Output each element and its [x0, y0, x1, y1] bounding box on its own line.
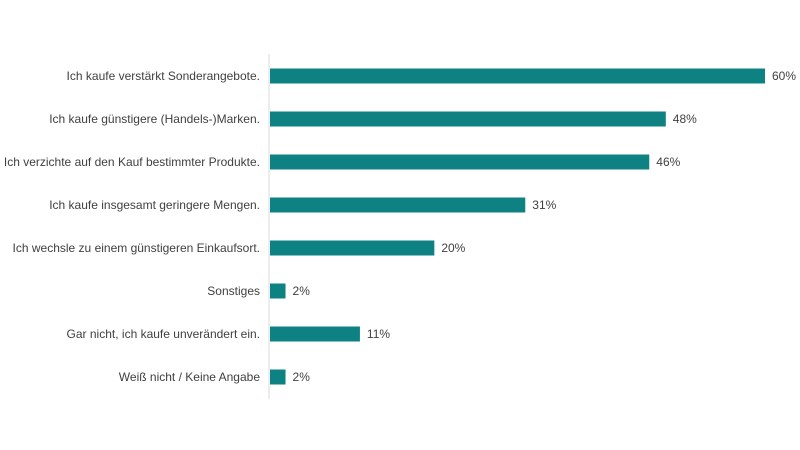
bar [270, 154, 650, 170]
category-label: Ich kaufe insgesamt geringere Mengen. [49, 198, 260, 212]
bar [270, 68, 765, 84]
bars-group: Ich kaufe verstärkt Sonderangebote. 60% Ic… [4, 68, 796, 385]
category-label: Sonstiges [207, 284, 260, 298]
data-label: 20% [441, 241, 465, 255]
bar [270, 240, 435, 256]
category-label: Gar nicht, ich kaufe unverändert ein. [67, 327, 260, 341]
bar [270, 111, 666, 127]
data-label: 31% [532, 198, 556, 212]
data-label: 11% [367, 327, 390, 341]
bar [270, 326, 360, 342]
bar [270, 283, 286, 299]
bar [270, 369, 286, 385]
bar [270, 197, 526, 213]
category-label: Ich kaufe günstigere (Handels-)Marken. [49, 112, 260, 126]
data-label: 46% [656, 155, 680, 169]
data-label: 2% [293, 284, 311, 298]
category-label: Ich verzichte auf den Kauf bestimmter Pr… [4, 155, 260, 169]
category-label: Ich kaufe verstärkt Sonderangebote. [67, 69, 260, 83]
category-label: Weiß nicht / Keine Angabe [119, 370, 261, 384]
data-label: 60% [772, 69, 796, 83]
data-label: 48% [673, 112, 697, 126]
data-label: 2% [293, 370, 311, 384]
category-label: Ich wechsle zu einem günstigeren Einkauf… [13, 241, 260, 255]
